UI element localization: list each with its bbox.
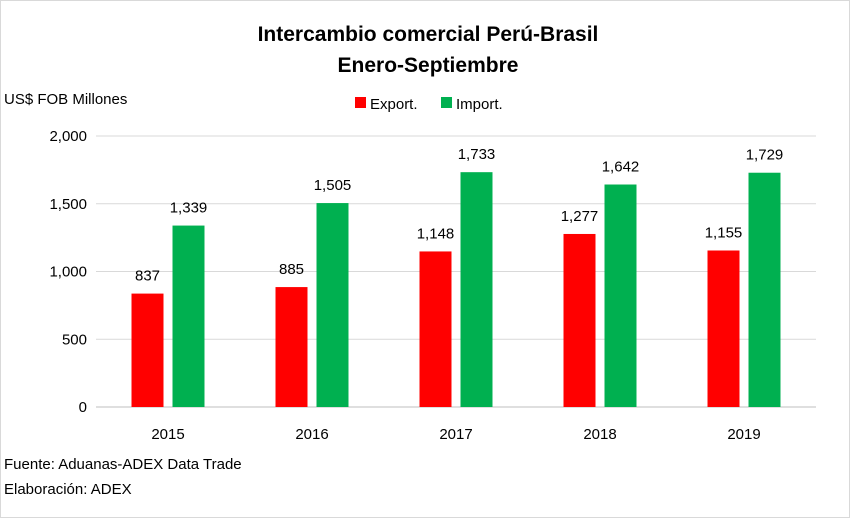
y-axis-ticks: 0 500 1,000 1,500 2,000 bbox=[49, 128, 87, 416]
chart-title: Intercambio comercial Perú-Brasil bbox=[258, 23, 599, 46]
bar-import-2016 bbox=[316, 203, 349, 407]
chart-subtitle: Enero-Septiembre bbox=[338, 54, 519, 77]
data-label-import-2015: 1,339 bbox=[170, 200, 208, 217]
x-tick-label: 2017 bbox=[439, 426, 472, 443]
data-label-import-2018: 1,642 bbox=[602, 159, 640, 176]
legend-swatch-import bbox=[441, 97, 452, 108]
bar-import-2015 bbox=[172, 225, 205, 407]
legend-label-import: Import. bbox=[456, 96, 503, 113]
data-label-export-2017: 1,148 bbox=[417, 225, 455, 242]
x-tick-label: 2015 bbox=[151, 426, 184, 443]
bar-export-2016 bbox=[275, 287, 308, 407]
data-label-export-2018: 1,277 bbox=[561, 208, 599, 225]
legend-swatch-export bbox=[355, 97, 366, 108]
bar-import-2019 bbox=[748, 172, 781, 407]
elaboration-note: Elaboración: ADEX bbox=[4, 481, 132, 498]
x-tick-label: 2018 bbox=[583, 426, 616, 443]
y-axis-label: US$ FOB Millones bbox=[4, 91, 127, 108]
data-label-export-2016: 885 bbox=[279, 261, 304, 278]
bar-export-2015 bbox=[131, 293, 164, 407]
bar-export-2018 bbox=[563, 233, 596, 407]
y-tick-label: 2,000 bbox=[49, 128, 87, 145]
y-tick-label: 1,000 bbox=[49, 264, 87, 281]
bar-export-2017 bbox=[419, 251, 452, 407]
bar-import-2018 bbox=[604, 184, 637, 407]
data-label-export-2019: 1,155 bbox=[705, 224, 743, 241]
data-label-import-2016: 1,505 bbox=[314, 177, 352, 194]
x-axis-ticks: 2015 2016 2017 2018 2019 bbox=[151, 426, 760, 443]
y-tick-label: 0 bbox=[79, 399, 87, 416]
data-label-import-2017: 1,733 bbox=[458, 146, 496, 163]
x-tick-label: 2019 bbox=[727, 426, 760, 443]
legend-label-export: Export. bbox=[370, 96, 418, 113]
source-note: Fuente: Aduanas-ADEX Data Trade bbox=[4, 456, 242, 473]
legend: Export. Import. bbox=[355, 96, 503, 113]
y-tick-label: 1,500 bbox=[49, 196, 87, 213]
y-tick-label: 500 bbox=[62, 331, 87, 348]
data-label-import-2019: 1,729 bbox=[746, 147, 784, 164]
x-tick-label: 2016 bbox=[295, 426, 328, 443]
data-label-export-2015: 837 bbox=[135, 268, 160, 285]
data-labels: 837 1,339 885 1,505 1,148 1,733 1,277 1,642 1,15… bbox=[135, 146, 783, 284]
bars bbox=[131, 172, 781, 407]
gridlines bbox=[96, 135, 816, 408]
bar-import-2017 bbox=[460, 172, 493, 407]
bar-export-2019 bbox=[707, 250, 740, 407]
